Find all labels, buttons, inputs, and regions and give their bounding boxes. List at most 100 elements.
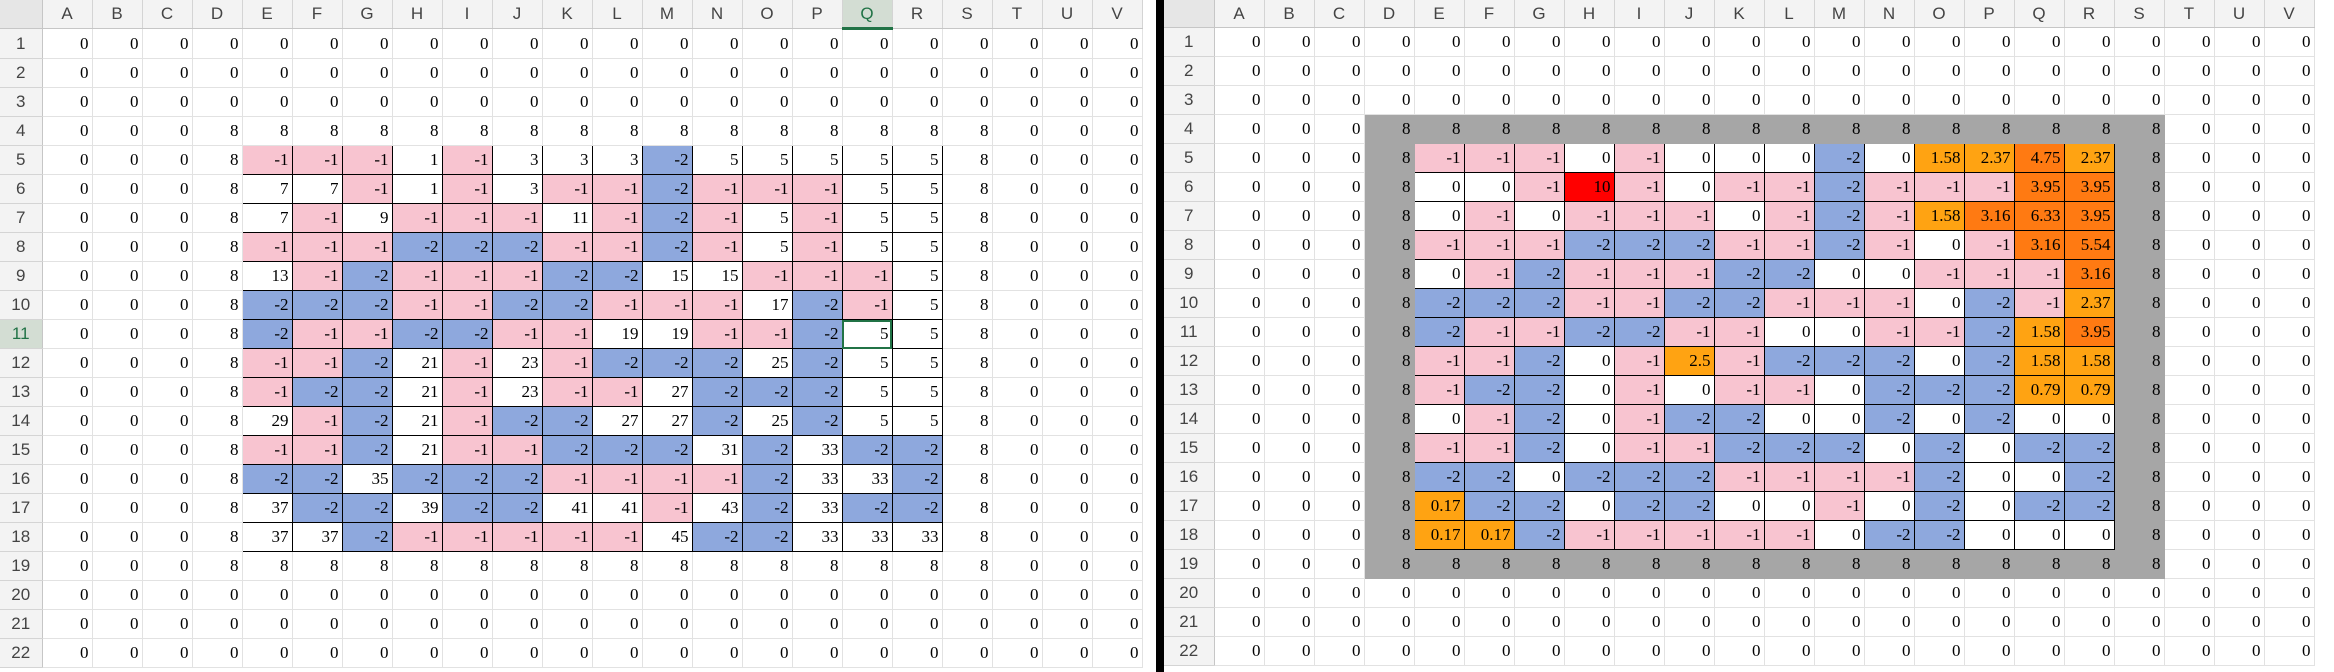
row-header-15[interactable]: 15 [1164,433,1215,463]
cell-Q13[interactable]: 0.79 [2013,375,2065,405]
cell-N19[interactable]: 8 [1864,549,1915,579]
cell-E11[interactable]: -2 [1413,317,1465,347]
cell-E1[interactable]: 0 [242,28,293,59]
cell-K3[interactable]: 0 [1714,85,1765,115]
cell-T5[interactable]: 0 [2164,143,2215,173]
column-header-N[interactable]: N [692,0,743,29]
cell-I20[interactable]: 0 [442,580,493,610]
cell-T4[interactable]: 0 [992,116,1043,146]
cell-B14[interactable]: 0 [92,406,143,436]
cell-I16[interactable]: -2 [441,464,493,494]
row-header-4[interactable]: 4 [1164,114,1215,144]
cell-M22[interactable]: 0 [1814,636,1865,666]
cell-Q22[interactable]: 0 [842,638,893,668]
cell-T6[interactable]: 0 [992,174,1043,204]
cell-K4[interactable]: 8 [542,116,593,146]
cell-N15[interactable]: 31 [691,435,743,465]
row-header-3[interactable]: 3 [1164,85,1215,115]
cell-E21[interactable]: 0 [242,609,293,639]
cell-R1[interactable]: 0 [2064,27,2115,57]
cell-P21[interactable]: 0 [1964,607,2015,637]
row-header-3[interactable]: 3 [0,87,43,117]
cell-U4[interactable]: 0 [1042,116,1093,146]
cell-L19[interactable]: 8 [592,551,643,581]
column-header-V[interactable]: V [2264,0,2315,28]
column-header-S[interactable]: S [942,0,993,29]
cell-O7[interactable]: 5 [741,203,793,233]
cell-R20[interactable]: 0 [892,580,943,610]
cell-D6[interactable]: 8 [1364,172,1415,202]
cell-O8[interactable]: 0 [1913,230,1965,260]
cell-B16[interactable]: 0 [1264,462,1315,492]
cell-P3[interactable]: 0 [792,87,843,117]
cell-B15[interactable]: 0 [92,435,143,465]
cell-F15[interactable]: -1 [291,435,343,465]
column-header-U[interactable]: U [2214,0,2265,28]
cell-V18[interactable]: 0 [2264,520,2315,550]
row-header-16[interactable]: 16 [0,464,43,494]
cell-B22[interactable]: 0 [92,638,143,668]
cell-E3[interactable]: 0 [1414,85,1465,115]
cell-Q6[interactable]: 5 [841,174,893,204]
cell-F8[interactable]: -1 [1463,230,1515,260]
cell-Q17[interactable]: -2 [2013,491,2065,521]
cell-P19[interactable]: 8 [1964,549,2015,579]
cell-A15[interactable]: 0 [1214,433,1265,463]
column-header-N[interactable]: N [1864,0,1915,28]
cell-A6[interactable]: 0 [42,174,93,204]
cell-H18[interactable]: -1 [391,522,443,552]
cell-E22[interactable]: 0 [1414,636,1465,666]
cell-Q4[interactable]: 8 [2014,114,2065,144]
cell-T2[interactable]: 0 [2164,56,2215,86]
cell-N18[interactable]: -2 [1863,520,1915,550]
cell-M12[interactable]: -2 [641,348,693,378]
cell-V16[interactable]: 0 [2264,462,2315,492]
cell-B3[interactable]: 0 [1264,85,1315,115]
cell-S17[interactable]: 8 [942,493,993,523]
cell-E1[interactable]: 0 [1414,27,1465,57]
cell-V12[interactable]: 0 [2264,346,2315,376]
cell-S10[interactable]: 8 [2114,288,2165,318]
cell-J11[interactable]: -1 [1663,317,1715,347]
cell-E9[interactable]: 13 [241,261,293,291]
cell-F21[interactable]: 0 [1464,607,1515,637]
cell-F17[interactable]: -2 [291,493,343,523]
row-header-2[interactable]: 2 [1164,56,1215,86]
cell-F5[interactable]: -1 [291,145,343,175]
cell-F13[interactable]: -2 [1463,375,1515,405]
cell-N9[interactable]: 15 [691,261,743,291]
cell-A21[interactable]: 0 [1214,607,1265,637]
cell-R3[interactable]: 0 [2064,85,2115,115]
cell-N3[interactable]: 0 [1864,85,1915,115]
cell-A9[interactable]: 0 [42,261,93,291]
cell-K22[interactable]: 0 [542,638,593,668]
cell-R5[interactable]: 5 [891,145,943,175]
cell-F7[interactable]: -1 [1463,201,1515,231]
cell-V13[interactable]: 0 [2264,375,2315,405]
cell-G16[interactable]: 35 [341,464,393,494]
cell-I16[interactable]: -2 [1613,462,1665,492]
cell-K13[interactable]: -1 [541,377,593,407]
cell-E5[interactable]: -1 [241,145,293,175]
cell-N12[interactable]: -2 [691,348,743,378]
cell-R13[interactable]: 5 [891,377,943,407]
row-header-4[interactable]: 4 [0,116,43,146]
cell-J13[interactable]: 23 [491,377,543,407]
cell-C22[interactable]: 0 [142,638,193,668]
cell-E13[interactable]: -1 [241,377,293,407]
cell-Q19[interactable]: 8 [2014,549,2065,579]
cell-C17[interactable]: 0 [1314,491,1365,521]
cell-H4[interactable]: 8 [1564,114,1615,144]
cell-O12[interactable]: 0 [1913,346,1965,376]
cell-T12[interactable]: 0 [992,348,1043,378]
cell-E9[interactable]: 0 [1413,259,1465,289]
cell-M15[interactable]: -2 [641,435,693,465]
cell-B13[interactable]: 0 [92,377,143,407]
cell-T13[interactable]: 0 [992,377,1043,407]
cell-M10[interactable]: -1 [641,290,693,320]
cell-L16[interactable]: -1 [591,464,643,494]
cell-M7[interactable]: -2 [1813,201,1865,231]
cell-P3[interactable]: 0 [1964,85,2015,115]
cell-L7[interactable]: -1 [591,203,643,233]
cell-E11[interactable]: -2 [241,319,293,349]
